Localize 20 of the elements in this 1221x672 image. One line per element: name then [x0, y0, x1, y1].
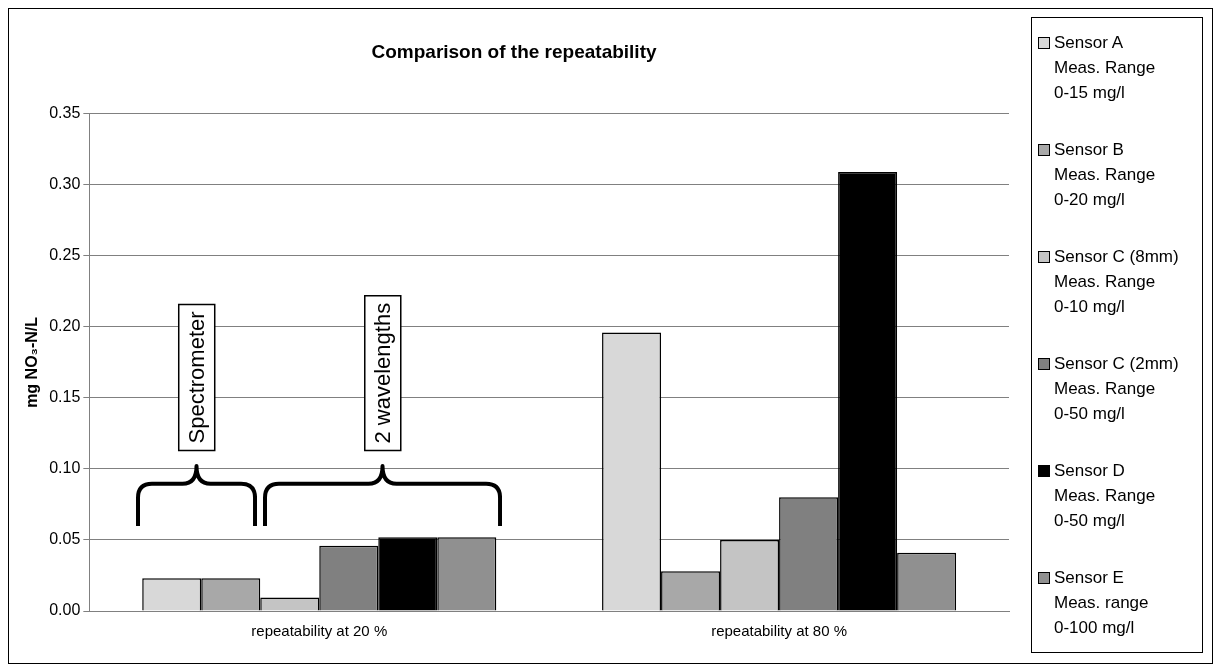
annotation: Spectrometer [183, 311, 209, 444]
x-tick-label: repeatability at 20 % [251, 622, 388, 640]
y-axis-title: mg NO₃-N/L [23, 316, 41, 408]
legend-label: Sensor D Meas. Range 0-50 mg/l [1054, 460, 1156, 532]
y-tick-label: 0.00 [49, 601, 81, 619]
y-tick-label: 0.25 [49, 246, 81, 264]
y-tick-label: 0.20 [49, 317, 81, 335]
annotation: 2 wavelengths [369, 302, 395, 444]
legend-label: Sensor C (8mm) Meas. Range 0-10 mg/l [1054, 246, 1179, 318]
y-tick-label: 0.35 [49, 104, 81, 122]
chart-title: Comparison of the repeatability [371, 40, 657, 62]
legend-label: Sensor C (2mm) Meas. Range 0-50 mg/l [1054, 353, 1179, 425]
legend-label: Sensor A Meas. Range 0-15 mg/l [1054, 32, 1156, 104]
y-tick-label: 0.05 [49, 530, 81, 548]
y-tick-label: 0.10 [49, 459, 81, 477]
y-tick-label: 0.15 [49, 388, 81, 406]
x-tick-label: repeatability at 80 % [711, 622, 848, 640]
legend-label: Sensor B Meas. Range 0-20 mg/l [1054, 139, 1156, 211]
y-tick-label: 0.30 [49, 175, 81, 193]
legend-label: Sensor E Meas. range 0-100 mg/l [1054, 567, 1149, 639]
